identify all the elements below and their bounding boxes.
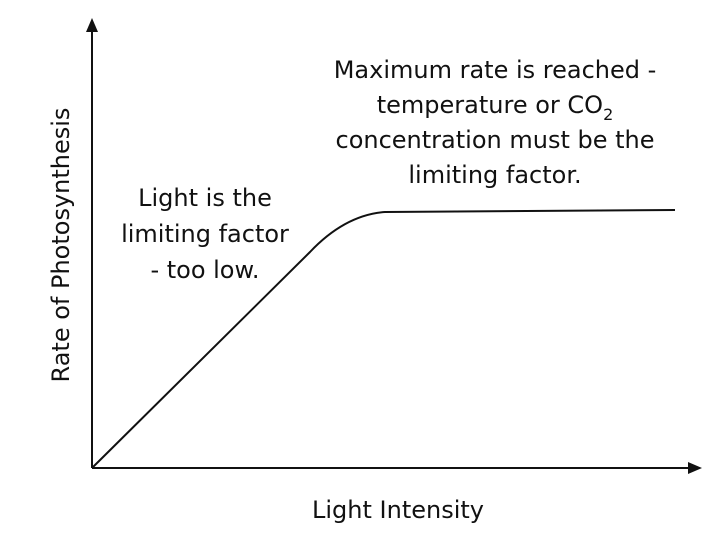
x-axis-label: Light Intensity [312,496,484,524]
annotation-line: limiting factor. [408,161,581,189]
annotation-text: limiting factor [121,220,289,248]
x-axis-arrow [688,462,702,474]
annotation-subscript: 2 [603,105,613,124]
annotation-line: Maximum rate is reached - [334,56,657,84]
y-axis-label: Rate of Photosynthesis [47,108,75,383]
annotation-line: Light is the [138,184,272,212]
annotation-text: temperature or CO [377,91,603,119]
annotation-text: concentration must be the [336,126,655,154]
annotation-text: Maximum rate is reached - [334,56,657,84]
annotation-line: temperature or CO2 [377,91,614,124]
annotation-line: limiting factor [121,220,289,248]
max-rate-annotation: Maximum rate is reached - temperature or … [334,56,657,189]
annotation-text: - too low. [150,256,259,284]
annotation-text: Light is the [138,184,272,212]
annotation-line: - too low. [150,256,259,284]
y-axis-arrow [86,18,98,32]
rate-curve [91,209,676,469]
light-limiting-annotation: Light is the limiting factor - too low. [121,184,289,284]
annotation-text: limiting factor. [408,161,581,189]
annotation-line: concentration must be the [336,126,655,154]
